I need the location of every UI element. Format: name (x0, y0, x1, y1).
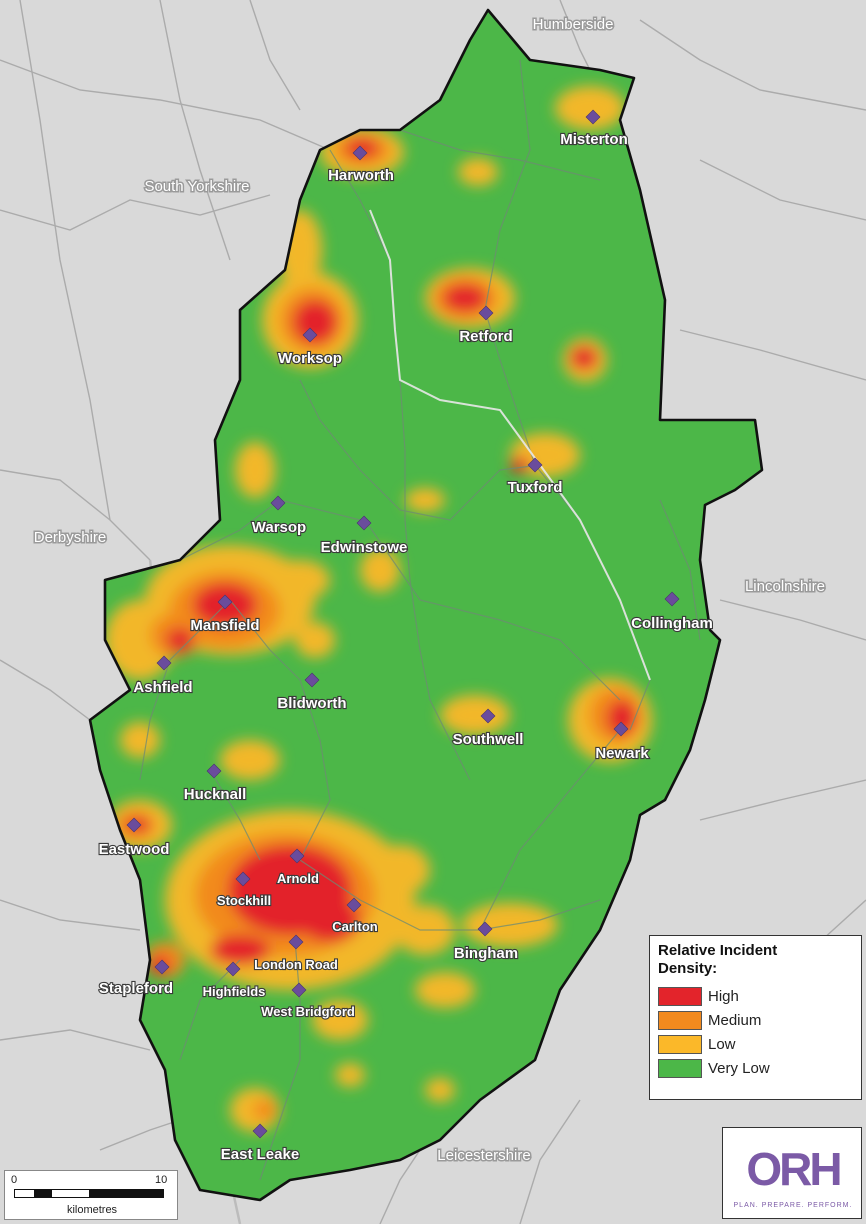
town-label-southwell: Southwell (453, 731, 524, 748)
legend-item-low: Low (658, 1032, 853, 1056)
marker-hucknall[interactable] (206, 763, 222, 779)
marker-stockhill[interactable] (235, 871, 251, 887)
region-label-humberside: Humberside (533, 16, 614, 33)
scale-bar: 0 10 kilometres (4, 1170, 178, 1220)
orh-logo: ORH PLAN. PREPARE. PERFORM. (722, 1127, 862, 1219)
legend-swatch-high (658, 986, 702, 1006)
marker-west-bridgford[interactable] (291, 982, 307, 998)
scale-segment (51, 1190, 89, 1197)
marker-retford[interactable] (478, 305, 494, 321)
town-markers (126, 109, 680, 1139)
town-label-tuxford: Tuxford (508, 479, 563, 496)
town-label-ashfield: Ashfield (133, 679, 192, 696)
scale-unit-label: kilometres (66, 1204, 118, 1216)
marker-highfields[interactable] (225, 961, 241, 977)
marker-southwell[interactable] (480, 708, 496, 724)
marker-london-road[interactable] (288, 934, 304, 950)
marker-misterton[interactable] (585, 109, 601, 125)
legend-title-line-1: Relative Incident (658, 942, 778, 959)
scale-segment (15, 1190, 35, 1197)
legend-label-high: High (708, 987, 739, 1005)
town-label-retford: Retford (459, 328, 512, 345)
town-label-harworth: Harworth (328, 167, 394, 184)
town-label-newark: Newark (595, 745, 649, 762)
scale-bar-graphic (14, 1189, 164, 1198)
legend-label-low: Low (708, 1035, 736, 1053)
scale-end-label: 10 (155, 1174, 168, 1186)
scale-segment (34, 1190, 52, 1197)
legend-title: Relative Incident Density: (658, 942, 853, 978)
marker-worksop[interactable] (302, 327, 318, 343)
town-label-stockhill: Stockhill (217, 893, 271, 908)
legend-label-medium: Medium (708, 1011, 762, 1029)
marker-arnold[interactable] (289, 848, 305, 864)
legend-swatch-low (658, 1034, 702, 1054)
scale-segment (88, 1190, 163, 1197)
town-label-carlton: Carlton (332, 919, 378, 934)
legend-swatch-very-low (658, 1058, 702, 1078)
logo-mark: ORH (746, 1143, 842, 1195)
region-label-lincolnshire: Lincolnshire (745, 578, 825, 595)
marker-bingham[interactable] (477, 921, 493, 937)
town-label-west-bridgford: West Bridgford (261, 1004, 355, 1019)
legend-swatch-medium (658, 1010, 702, 1030)
logo-tagline: PLAN. PREPARE. PERFORM. (733, 1202, 853, 1209)
town-label-collingham: Collingham (631, 615, 713, 632)
marker-east-leake[interactable] (252, 1123, 268, 1139)
town-label-eastwood: Eastwood (99, 841, 170, 858)
marker-harworth[interactable] (352, 145, 368, 161)
legend-item-high: High (658, 984, 853, 1008)
marker-mansfield[interactable] (217, 594, 233, 610)
town-label-worksop: Worksop (278, 350, 342, 367)
legend-label-very-low: Very Low (708, 1059, 770, 1077)
county-boundary (88, 8, 764, 1202)
marker-collingham[interactable] (664, 591, 680, 607)
region-label-leicestershire: Leicestershire (437, 1147, 530, 1164)
town-label-east-leake: East Leake (221, 1146, 299, 1163)
marker-ashfield[interactable] (156, 655, 172, 671)
legend-item-very-low: Very Low (658, 1056, 853, 1080)
town-label-bingham: Bingham (454, 945, 518, 962)
town-label-misterton: Misterton (560, 131, 628, 148)
marker-eastwood[interactable] (126, 817, 142, 833)
town-label-highfields: Highfields (203, 984, 266, 999)
town-label-arnold: Arnold (277, 871, 319, 886)
marker-carlton[interactable] (346, 897, 362, 913)
legend-item-medium: Medium (658, 1008, 853, 1032)
town-label-london-road: London Road (254, 957, 338, 972)
town-label-warsop: Warsop (252, 519, 306, 536)
town-label-stapleford: Stapleford (99, 980, 173, 997)
marker-tuxford[interactable] (527, 457, 543, 473)
marker-newark[interactable] (613, 721, 629, 737)
marker-edwinstowe[interactable] (356, 515, 372, 531)
region-label-south-yorkshire: South Yorkshire (144, 178, 249, 195)
town-label-hucknall: Hucknall (184, 786, 247, 803)
town-label-mansfield: Mansfield (190, 617, 259, 634)
town-label-blidworth: Blidworth (277, 695, 346, 712)
town-label-edwinstowe: Edwinstowe (321, 539, 408, 556)
legend-title-line-2: Density: (658, 960, 718, 977)
map-legend: Relative Incident Density: High Medium L… (649, 935, 862, 1100)
marker-blidworth[interactable] (304, 672, 320, 688)
region-label-derbyshire: Derbyshire (34, 529, 107, 546)
scale-start-label: 0 (11, 1174, 18, 1186)
marker-warsop[interactable] (270, 495, 286, 511)
marker-stapleford[interactable] (154, 959, 170, 975)
